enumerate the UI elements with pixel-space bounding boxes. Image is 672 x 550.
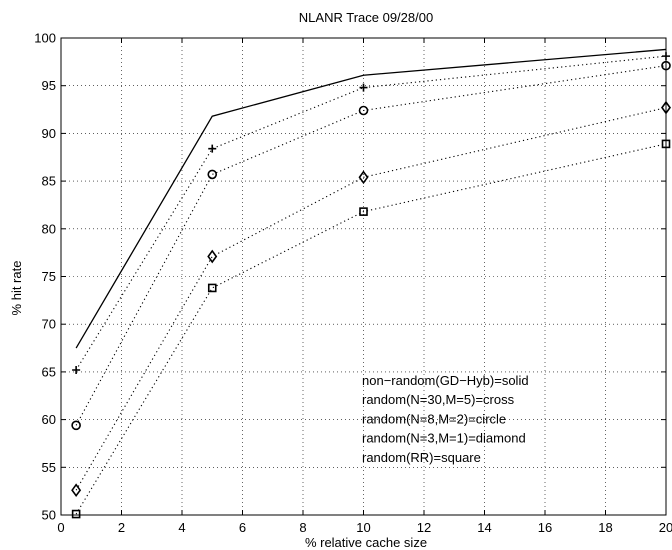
legend-entry: non−random(GD−Hyb)=solid: [362, 373, 529, 388]
legend-entry: random(N=3,M=1)=diamond: [362, 431, 526, 446]
y-axis-label: % hit rate: [9, 261, 24, 316]
x-tick-label: 14: [477, 520, 491, 535]
x-tick-label: 10: [356, 520, 370, 535]
cross-marker: [72, 366, 80, 374]
y-tick-label: 75: [42, 269, 56, 284]
x-tick-label: 16: [538, 520, 552, 535]
x-tick-label: 8: [299, 520, 306, 535]
series-line-cross: [76, 56, 666, 370]
legend-entry: random(N=30,M=5)=cross: [362, 392, 515, 407]
series: [72, 49, 670, 517]
y-tick-label: 65: [42, 364, 56, 379]
legend: non−random(GD−Hyb)=solid random(N=30,M=5)…: [362, 373, 529, 465]
circle-marker: [208, 170, 216, 178]
y-tick-label: 50: [42, 508, 56, 523]
x-tick-label: 20: [659, 520, 672, 535]
y-tick-label: 70: [42, 317, 56, 332]
y-tick-label: 60: [42, 412, 56, 427]
x-axis-label: % relative cache size: [305, 535, 427, 550]
square-marker: [209, 284, 216, 291]
series-line-circle: [76, 66, 666, 426]
cross-marker: [360, 84, 368, 92]
x-tick-label: 2: [118, 520, 125, 535]
y-tick-label: 55: [42, 460, 56, 475]
y-tick-label: 80: [42, 221, 56, 236]
y-tick-label: 100: [34, 31, 56, 46]
series-line-solid: [76, 49, 666, 348]
cross-marker: [662, 52, 670, 60]
y-tick-label: 95: [42, 78, 56, 93]
y-tick-label: 85: [42, 174, 56, 189]
x-tick-label: 0: [57, 520, 64, 535]
x-tick-label: 4: [178, 520, 185, 535]
x-tick-label: 18: [598, 520, 612, 535]
chart-title: NLANR Trace 09/28/00: [299, 10, 433, 25]
x-tick-label: 6: [239, 520, 246, 535]
x-tick-label: 12: [417, 520, 431, 535]
legend-entry: random(RR)=square: [362, 450, 481, 465]
y-tick-label: 90: [42, 126, 56, 141]
legend-entry: random(N=8,M=2)=circle: [362, 411, 506, 426]
cross-marker: [208, 145, 216, 153]
ticks: 0 2 4 6 8 10 12 14 16 18 20 50 55 60 65 70 75 80 85 90 95 100: [34, 31, 672, 536]
